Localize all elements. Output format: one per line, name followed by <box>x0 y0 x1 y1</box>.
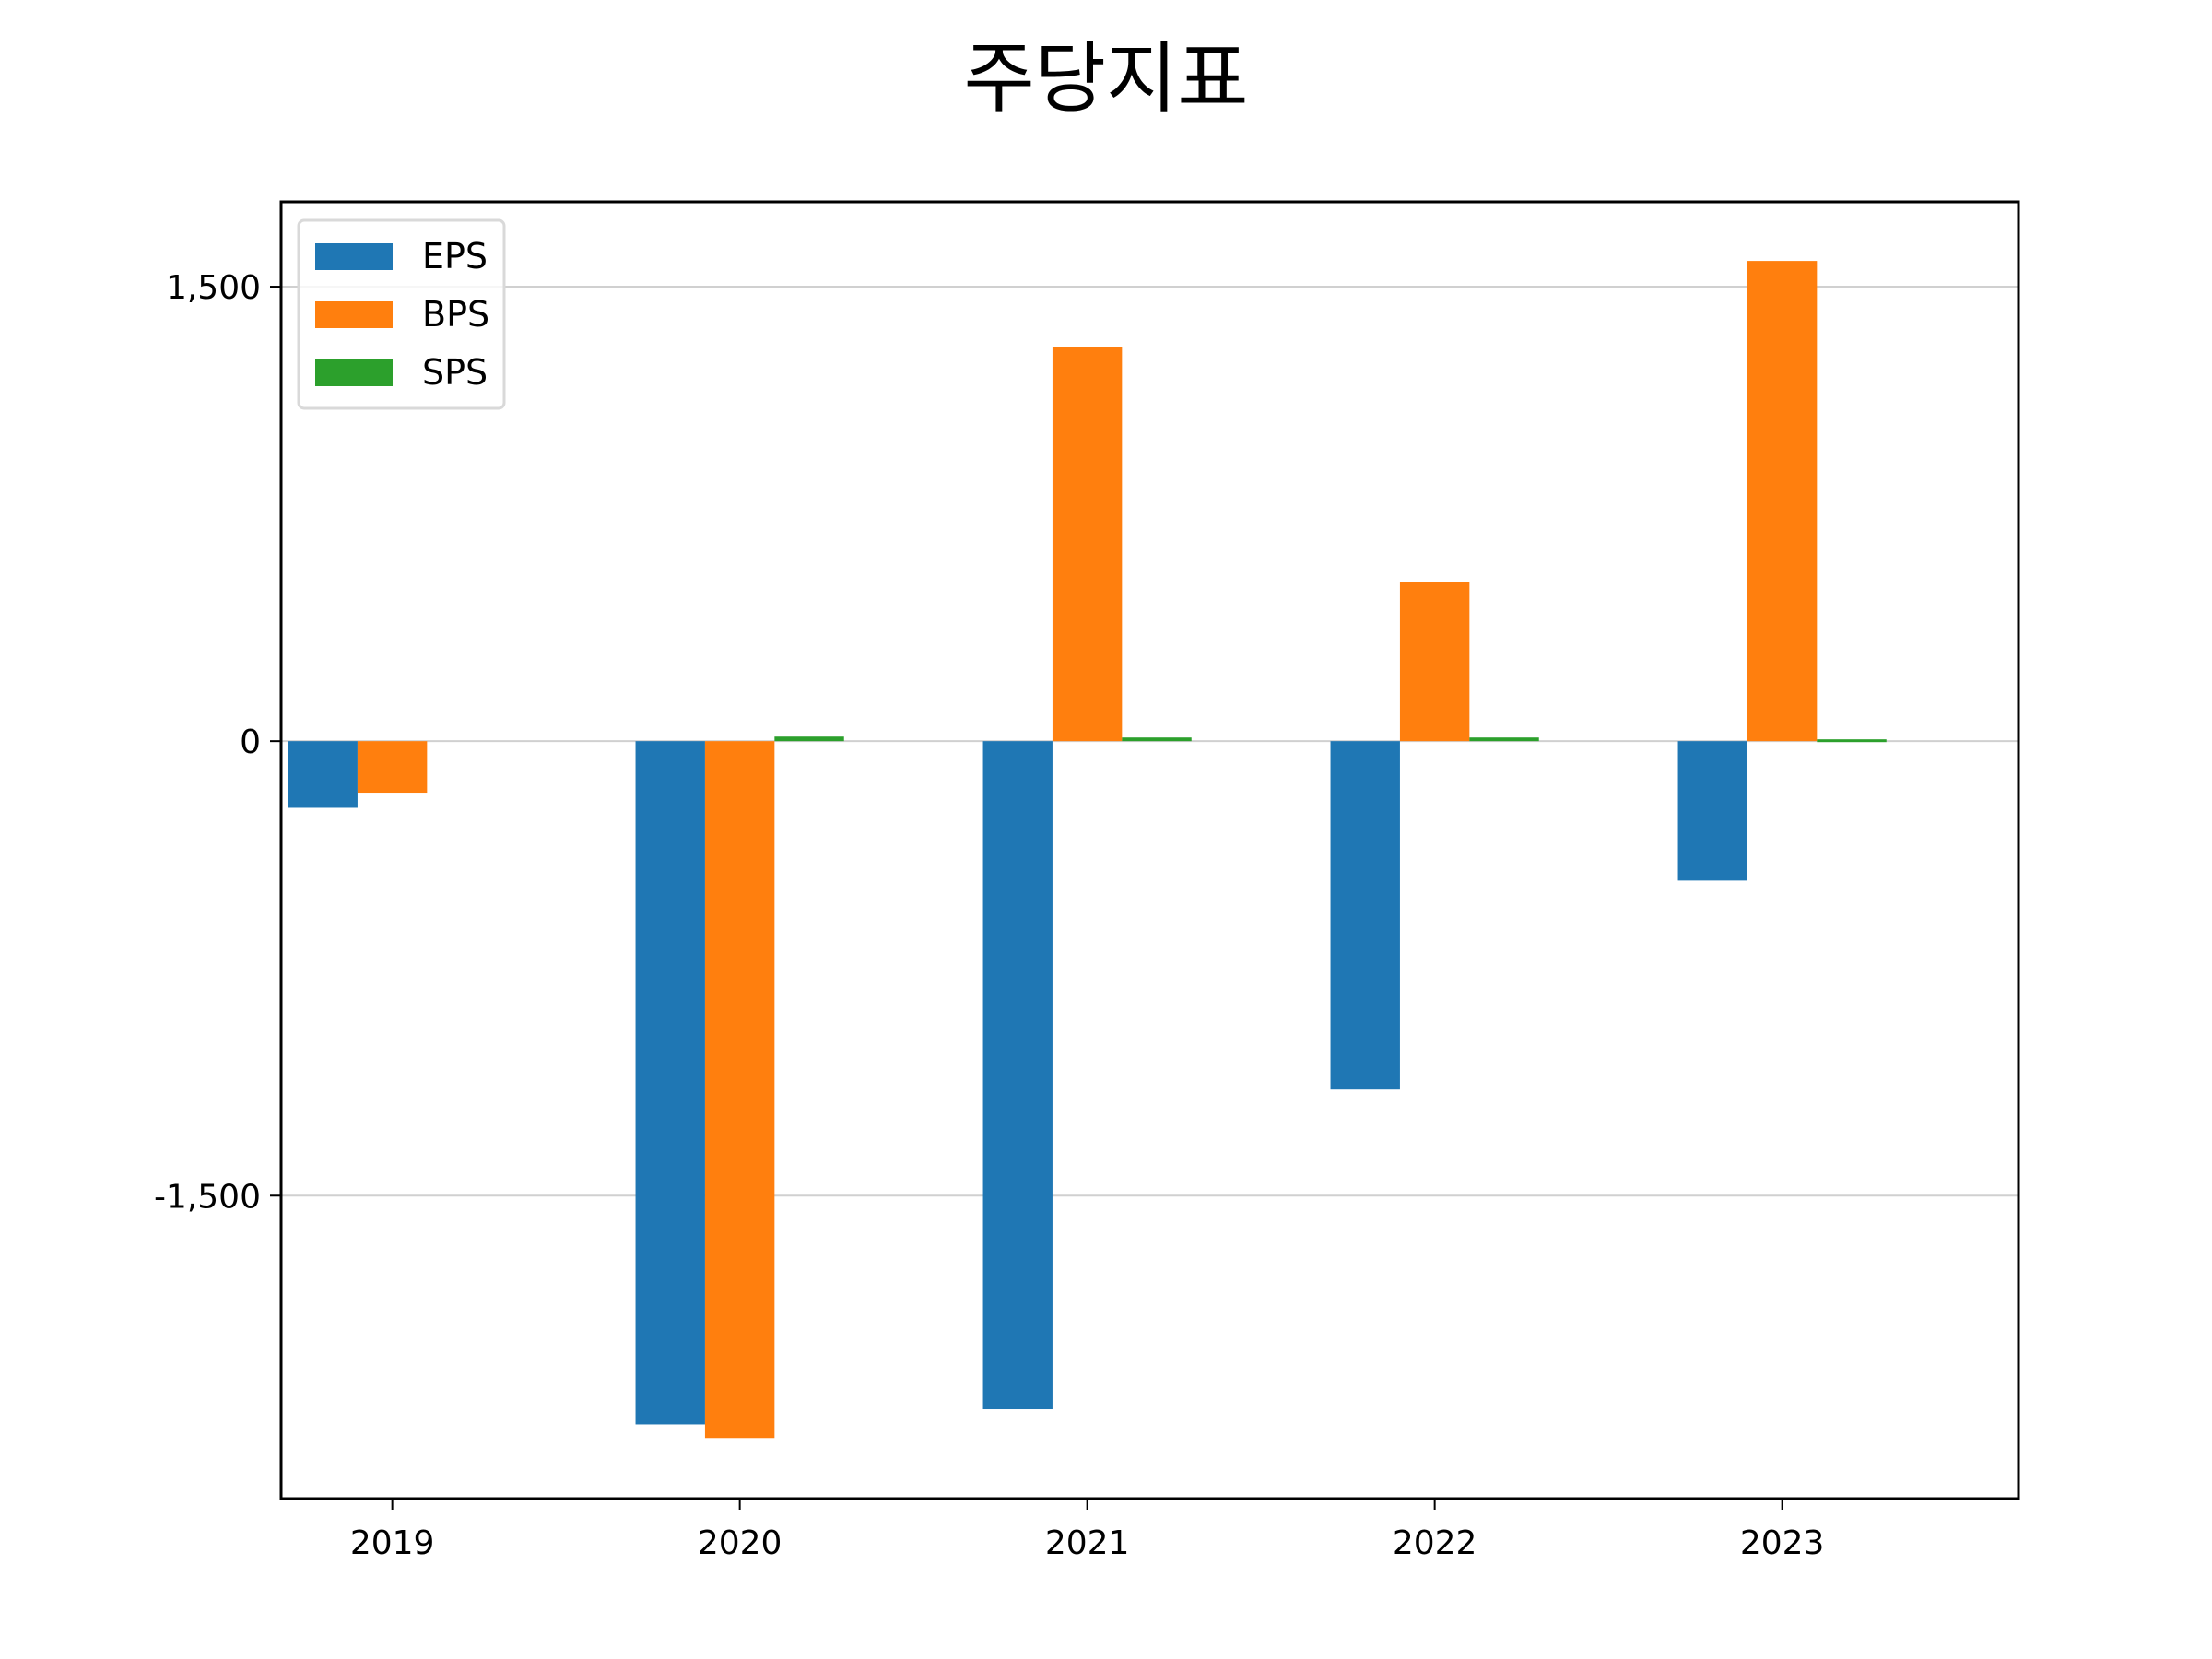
bar-sps-2022 <box>1469 737 1539 742</box>
legend-swatch-eps <box>315 243 393 270</box>
x-tick-label: 2021 <box>1045 1524 1130 1562</box>
bar-eps-2020 <box>635 741 705 1425</box>
x-axis: 2019 2020 2021 2022 2023 <box>350 1499 1825 1562</box>
bar-sps-2020 <box>774 736 844 742</box>
bar-bps-2023 <box>1747 261 1818 742</box>
chart-title: 주당지표 <box>963 33 1249 124</box>
legend-label-bps: BPS <box>422 294 489 335</box>
legend-label-eps: EPS <box>422 236 488 276</box>
legend-swatch-sps <box>315 359 393 386</box>
y-tick-label: 1,500 <box>166 269 261 307</box>
bar-sps-2023 <box>1817 739 1887 743</box>
bar-eps-2023 <box>1677 741 1747 881</box>
bar-sps-2021 <box>1122 737 1192 742</box>
y-tick-label: -1,500 <box>154 1178 261 1216</box>
bar-bps-2021 <box>1052 347 1123 742</box>
x-tick-label: 2023 <box>1740 1524 1825 1562</box>
bar-bps-2022 <box>1399 582 1470 742</box>
x-tick-label: 2022 <box>1393 1524 1477 1562</box>
legend-swatch-bps <box>315 301 393 328</box>
legend-label-sps: SPS <box>422 352 488 393</box>
legend: EPS BPS SPS <box>297 218 506 410</box>
x-tick-label: 2019 <box>350 1524 435 1562</box>
bars <box>288 261 1887 1439</box>
y-axis: 1,500 0 -1,500 <box>154 269 281 1216</box>
y-tick-label: 0 <box>240 724 261 761</box>
bar-eps-2019 <box>288 741 358 808</box>
bar-bps-2020 <box>704 741 775 1439</box>
x-tick-label: 2020 <box>698 1524 782 1562</box>
bar-eps-2021 <box>982 741 1053 1410</box>
bar-eps-2022 <box>1330 741 1400 1090</box>
bar-bps-2019 <box>357 741 428 794</box>
plot-frame <box>279 200 2020 1500</box>
